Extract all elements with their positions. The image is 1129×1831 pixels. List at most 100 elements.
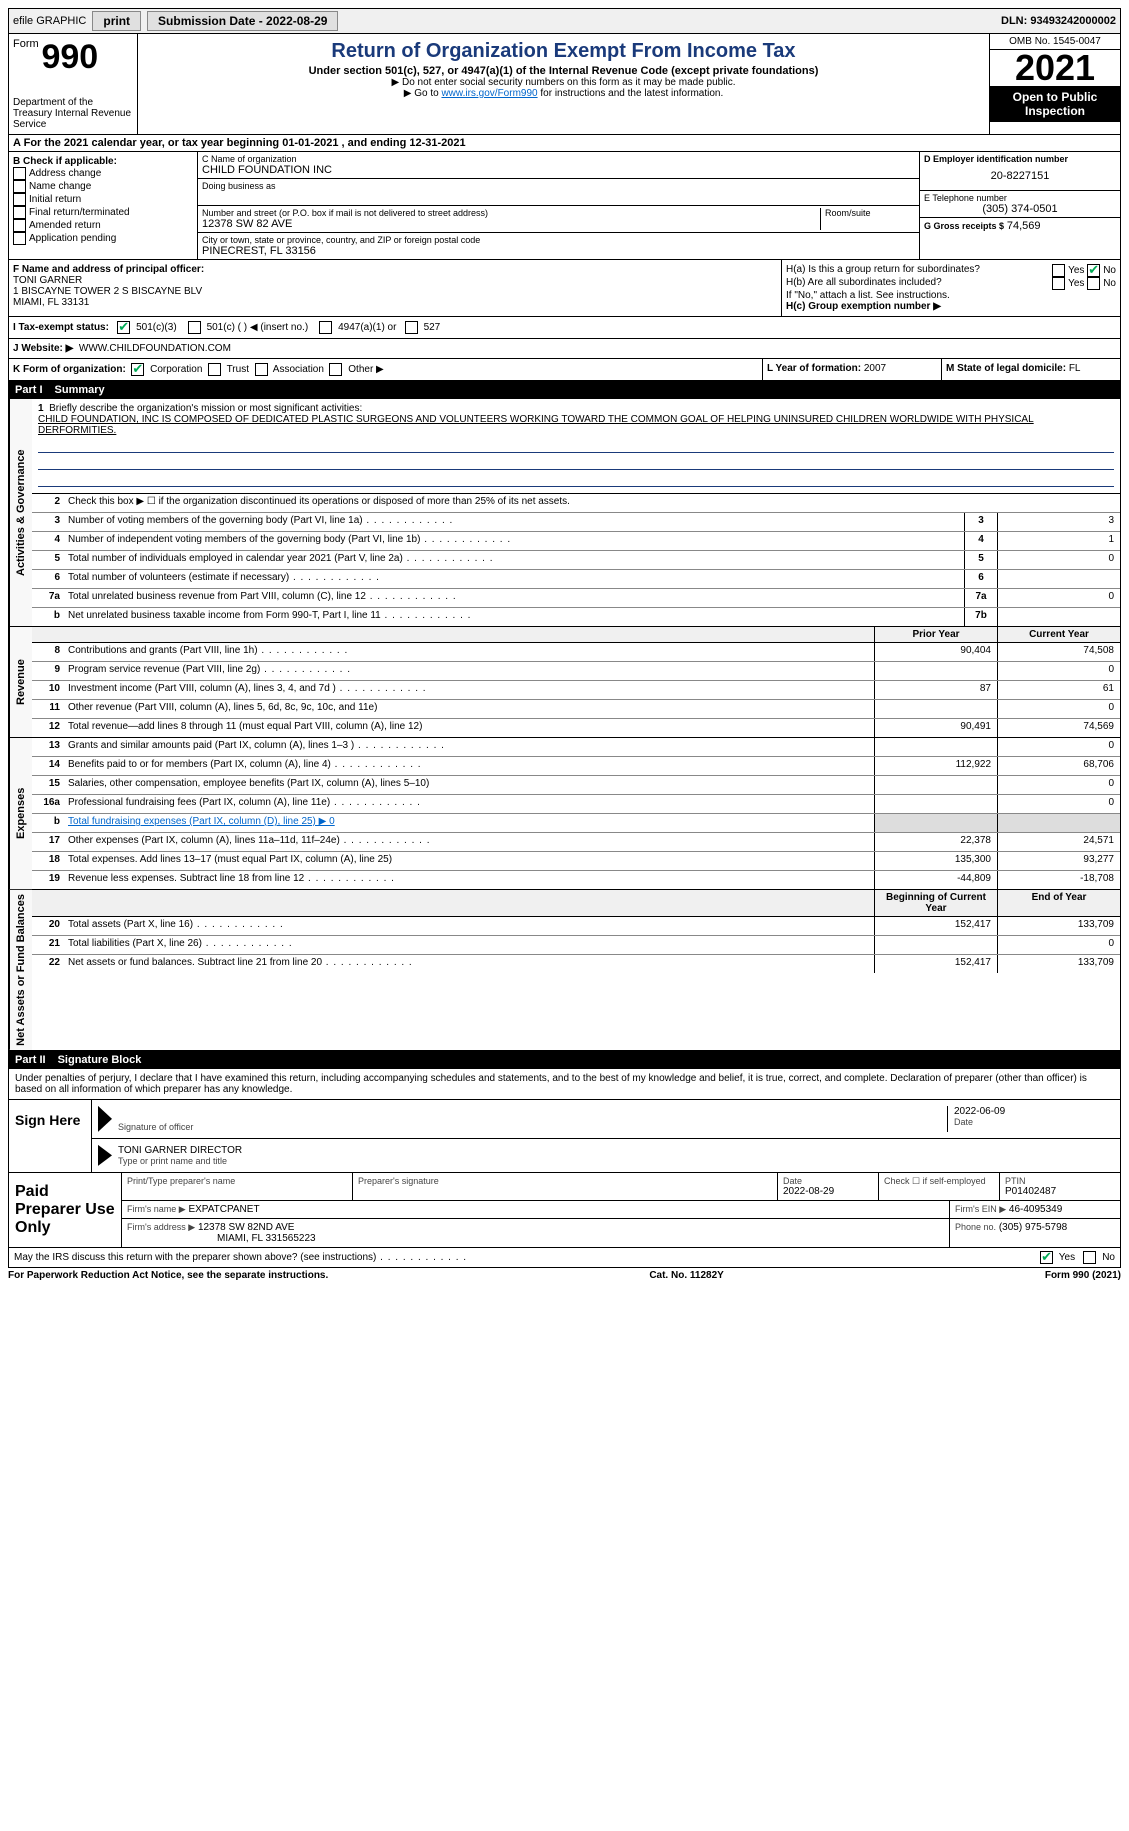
check-527[interactable] (405, 321, 418, 334)
check-address[interactable]: Address change (13, 167, 193, 180)
l10-prior: 87 (874, 681, 997, 699)
opt-trust: Trust (227, 364, 249, 375)
l3-box: 3 (964, 513, 997, 531)
sig-date-label: Date (954, 1117, 1114, 1127)
page-footer: For Paperwork Reduction Act Notice, see … (8, 1268, 1121, 1283)
prep-ptin-value: P01402487 (1005, 1186, 1115, 1197)
opt-other: Other ▶ (348, 364, 383, 375)
l20-end: 133,709 (997, 917, 1120, 935)
l16b-prior (874, 814, 997, 832)
l14-curr: 68,706 (997, 757, 1120, 775)
mission-block: 1 Briefly describe the organization's mi… (32, 399, 1120, 494)
year-formation-label: L Year of formation: (767, 363, 861, 374)
note2-prefix: ▶ Go to (404, 88, 442, 99)
l20-begin: 152,417 (874, 917, 997, 935)
form-org-label: K Form of organization: (13, 364, 126, 375)
footer-cat: Cat. No. 11282Y (649, 1270, 723, 1281)
discuss-yes-check[interactable] (1040, 1251, 1053, 1264)
l22-num: 22 (32, 955, 64, 973)
l21-num: 21 (32, 936, 64, 954)
form-title: Return of Organization Exempt From Incom… (146, 40, 981, 63)
col-prior: Prior Year (874, 627, 997, 642)
check-other[interactable] (329, 363, 342, 376)
opt-corp: Corporation (150, 364, 202, 375)
check-corp[interactable] (131, 363, 144, 376)
mission-num: 1 (38, 403, 44, 414)
efile-label: efile GRAPHIC (13, 15, 86, 27)
discuss-no-check[interactable] (1083, 1251, 1096, 1264)
l12-curr: 74,569 (997, 719, 1120, 737)
opt-501c: 501(c) ( ) ◀ (insert no.) (207, 322, 309, 333)
form-header: Form 990 Department of the Treasury Inte… (8, 34, 1121, 135)
sig-date-value: 2022-06-09 (954, 1106, 1114, 1117)
firm-phone-value: (305) 975-5798 (999, 1222, 1067, 1233)
l16a-text: Professional fundraising fees (Part IX, … (64, 795, 874, 813)
identity-block: B Check if applicable: Address change Na… (8, 152, 1121, 260)
addr-label: Number and street (or P.O. box if mail i… (202, 208, 820, 218)
discuss-yes: Yes (1059, 1252, 1075, 1263)
check-amended[interactable]: Amended return (13, 219, 193, 232)
officer-block: F Name and address of principal officer:… (8, 260, 1121, 317)
check-pending[interactable]: Application pending (13, 232, 193, 245)
check-name[interactable]: Name change (13, 180, 193, 193)
ein-value: 20-8227151 (924, 164, 1116, 188)
l22-end: 133,709 (997, 955, 1120, 973)
l7a-val: 0 (997, 589, 1120, 607)
check-501c[interactable] (188, 321, 201, 334)
row-i: I Tax-exempt status: 501(c)(3) 501(c) ( … (8, 317, 1121, 339)
irs-link[interactable]: www.irs.gov/Form990 (441, 88, 537, 99)
l3-text: Number of voting members of the governin… (64, 513, 964, 531)
check-final-label: Final return/terminated (29, 207, 130, 218)
l22-begin: 152,417 (874, 955, 997, 973)
prep-date-label: Date (783, 1176, 873, 1186)
l5-text: Total number of individuals employed in … (64, 551, 964, 569)
l13-prior (874, 738, 997, 756)
footer-form: Form 990 (2021) (1045, 1270, 1121, 1281)
l18-text: Total expenses. Add lines 13–17 (must eq… (64, 852, 874, 870)
l7b-text: Net unrelated business taxable income fr… (64, 608, 964, 626)
preparer-block: Paid Preparer Use Only Print/Type prepar… (9, 1172, 1120, 1247)
check-trust[interactable] (208, 363, 221, 376)
footer-pra: For Paperwork Reduction Act Notice, see … (8, 1270, 328, 1281)
l16a-num: 16a (32, 795, 64, 813)
governance-section: Activities & Governance 1 Briefly descri… (8, 399, 1121, 627)
l19-text: Revenue less expenses. Subtract line 18 … (64, 871, 874, 889)
l7b-box: 7b (964, 608, 997, 626)
tax-year: 2021 (990, 50, 1120, 86)
l7a-num: 7a (32, 589, 64, 607)
firm-addr2: MIAMI, FL 331565223 (217, 1233, 316, 1244)
l6-box: 6 (964, 570, 997, 588)
ein-label: D Employer identification number (924, 154, 1116, 164)
header-right: OMB No. 1545-0047 2021 Open to Public In… (989, 34, 1120, 134)
l9-prior (874, 662, 997, 680)
sig-name-label: Type or print name and title (118, 1156, 1114, 1166)
l17-num: 17 (32, 833, 64, 851)
domicile-label: M State of legal domicile: (946, 363, 1066, 374)
check-501c3[interactable] (117, 321, 130, 334)
part1-label: Part I (15, 384, 43, 396)
dba-label: Doing business as (202, 181, 915, 191)
row-klm: K Form of organization: Corporation Trus… (8, 359, 1121, 381)
box-de: D Employer identification number 20-8227… (919, 152, 1120, 259)
part1-header: Part I Summary (8, 381, 1121, 399)
domicile-value: FL (1069, 363, 1081, 374)
check-initial[interactable]: Initial return (13, 193, 193, 206)
side-governance: Activities & Governance (9, 399, 32, 626)
l15-num: 15 (32, 776, 64, 794)
tax-status-label: I Tax-exempt status: (13, 322, 109, 333)
print-button[interactable]: print (92, 11, 141, 31)
firm-name-value: EXPATCPANET (188, 1204, 259, 1215)
check-4947[interactable] (319, 321, 332, 334)
l3-val: 3 (997, 513, 1120, 531)
website-label: J Website: ▶ (13, 343, 73, 354)
part2-header: Part II Signature Block (8, 1051, 1121, 1069)
opt-501c3: 501(c)(3) (136, 322, 177, 333)
check-initial-label: Initial return (29, 194, 81, 205)
arrow-icon (98, 1145, 112, 1166)
check-assoc[interactable] (255, 363, 268, 376)
check-final[interactable]: Final return/terminated (13, 206, 193, 219)
l21-end: 0 (997, 936, 1120, 954)
l19-prior: -44,809 (874, 871, 997, 889)
expenses-section: Expenses 13Grants and similar amounts pa… (8, 738, 1121, 890)
l8-num: 8 (32, 643, 64, 661)
